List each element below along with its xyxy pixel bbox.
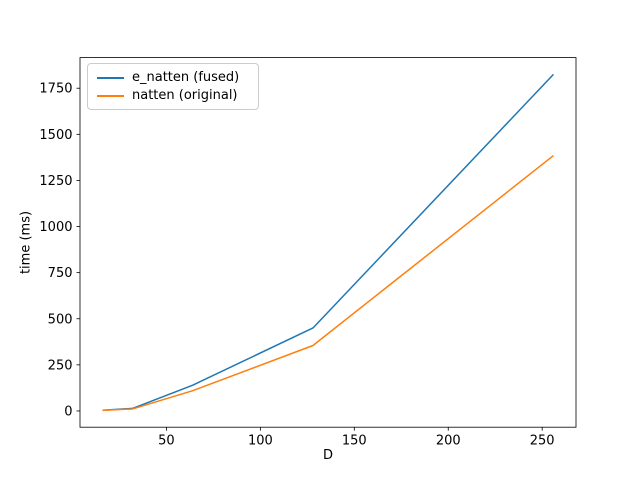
y-tick-label: 750 <box>48 266 73 281</box>
y-tick-label: 1500 <box>39 128 72 143</box>
axes-spines <box>79 57 577 428</box>
x-axis-label: D <box>322 448 333 463</box>
series-line-0 <box>102 73 554 411</box>
legend-item-e-natten-fused: e_natten (fused) <box>97 69 249 86</box>
y-tick-label: 0 <box>64 404 72 419</box>
y-tick-label: 1750 <box>39 82 72 97</box>
legend-label: natten (original) <box>132 88 238 103</box>
y-tick-label: 1000 <box>39 220 72 235</box>
y-tick-label: 500 <box>48 312 73 327</box>
series-line-1 <box>102 154 554 412</box>
y-tick-label: 250 <box>48 358 73 373</box>
y-tick-label: 1250 <box>39 174 72 189</box>
x-tick-label: 250 <box>530 434 555 449</box>
legend: e_natten (fused) natten (original) <box>87 63 259 110</box>
legend-item-natten-original: natten (original) <box>97 87 249 104</box>
x-tick-label: 50 <box>158 434 175 449</box>
legend-label: e_natten (fused) <box>132 70 240 85</box>
x-tick-label: 100 <box>248 434 273 449</box>
x-tick-label: 200 <box>436 434 461 449</box>
legend-line-swatch-orange <box>97 94 124 97</box>
legend-line-swatch-blue <box>97 76 124 79</box>
x-tick-label: 150 <box>342 434 367 449</box>
y-axis-label: time (ms) <box>18 210 34 275</box>
